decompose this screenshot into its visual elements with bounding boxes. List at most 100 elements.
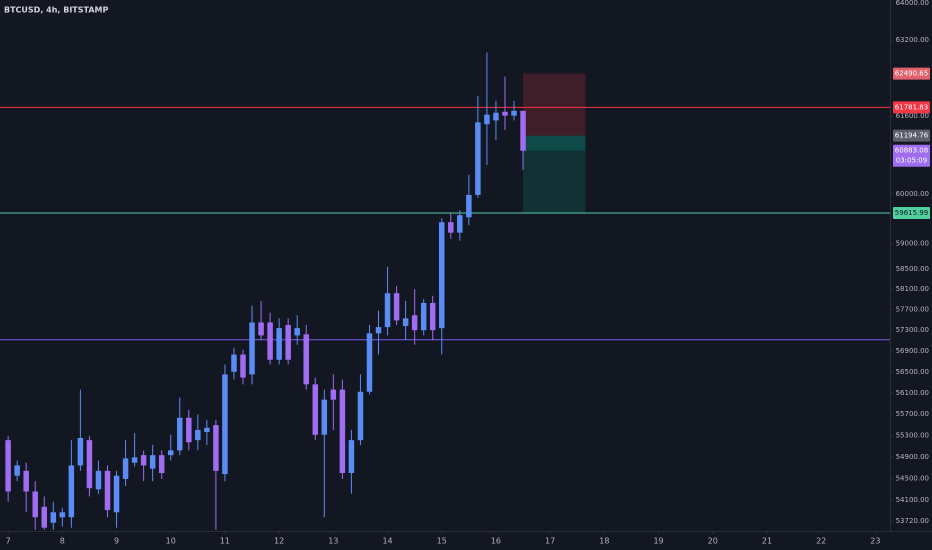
y-tick-label: 54500.00 xyxy=(896,474,929,482)
y-tick-label: 57300.00 xyxy=(896,326,929,334)
candle-body xyxy=(402,318,409,327)
candle-body xyxy=(375,327,382,334)
y-tick-label: 56900.00 xyxy=(896,347,929,355)
y-tick-label: 60000.00 xyxy=(896,190,929,198)
candle-body xyxy=(41,506,48,528)
x-tick-label: 14 xyxy=(382,537,392,546)
y-tick-label: 55300.00 xyxy=(896,431,929,439)
candle-body xyxy=(258,322,264,336)
candle-body xyxy=(285,325,291,360)
x-tick-label: 8 xyxy=(60,537,65,546)
candle-body xyxy=(23,470,29,492)
x-tick-label: 7 xyxy=(6,537,11,546)
candle-body xyxy=(113,475,120,513)
candle-body xyxy=(438,222,445,329)
x-tick-label: 13 xyxy=(328,537,338,546)
y-tick-label: 59000.00 xyxy=(896,240,929,248)
x-tick-label: 9 xyxy=(114,537,119,546)
line-badge-label: 61781.83 xyxy=(895,103,928,111)
candle-body xyxy=(339,389,346,473)
open-profit-zone xyxy=(523,135,586,151)
candle-body xyxy=(294,328,300,336)
y-tick-label: 56500.00 xyxy=(896,368,929,376)
last-price-badge-label: 60883.08 xyxy=(895,147,928,155)
y-tick-label: 54900.00 xyxy=(896,453,929,461)
candle-body xyxy=(321,399,328,435)
target-line-badge-label: 59615.99 xyxy=(895,209,928,217)
candle-body xyxy=(348,440,355,473)
x-tick-label: 12 xyxy=(274,537,284,546)
candle-body xyxy=(493,112,499,121)
y-tick-label: 57700.00 xyxy=(896,306,929,314)
x-tick-label: 15 xyxy=(437,537,447,546)
y-tick-label: 64000.00 xyxy=(896,0,929,7)
x-tick-label: 22 xyxy=(816,537,826,546)
last-price-badge-countdown: 03:05:09 xyxy=(896,157,927,165)
stop-badge-label: 62490.65 xyxy=(895,70,928,78)
line-badge xyxy=(893,101,930,114)
y-tick-label: 63200.00 xyxy=(896,36,929,44)
candle-body xyxy=(520,110,526,151)
x-tick-label: 19 xyxy=(653,537,663,546)
y-tick-label: 54100.00 xyxy=(896,496,929,504)
candle-body xyxy=(140,455,147,466)
x-tick-label: 21 xyxy=(762,537,772,546)
y-tick-label: 56100.00 xyxy=(896,389,929,397)
candle-body xyxy=(131,457,138,463)
candle-body xyxy=(303,334,309,385)
candle-body xyxy=(240,354,246,378)
candle-body xyxy=(77,437,84,466)
entry-badge xyxy=(893,129,930,142)
stop-zone xyxy=(523,73,586,136)
candle-body xyxy=(95,470,102,490)
candle-body xyxy=(167,450,174,456)
chart-title: BTCUSD, 4h, BITSTAMP xyxy=(4,6,109,15)
x-tick-label: 10 xyxy=(166,537,176,546)
x-tick-label: 11 xyxy=(220,537,230,546)
candle-body xyxy=(122,458,129,479)
candle-body xyxy=(86,440,93,489)
candle-body xyxy=(484,114,490,125)
target-line-badge xyxy=(893,206,930,219)
candle-body xyxy=(267,322,273,360)
candle-body xyxy=(177,417,183,451)
candle-body xyxy=(393,293,400,321)
target-zone xyxy=(523,135,586,213)
x-tick-label: 17 xyxy=(545,537,555,546)
candle-body xyxy=(411,315,418,331)
candle-body xyxy=(448,222,454,233)
x-tick-label: 18 xyxy=(599,537,609,546)
candle-body xyxy=(5,440,11,492)
y-tick-label: 58500.00 xyxy=(896,265,929,273)
candle-body xyxy=(222,374,228,475)
y-tick-label: 61600.00 xyxy=(896,112,929,120)
candle-body xyxy=(420,302,427,331)
candle-body xyxy=(204,427,210,433)
y-tick-label: 58100.00 xyxy=(896,285,929,293)
candle-body xyxy=(32,491,38,518)
y-tick-label: 55700.00 xyxy=(896,410,929,418)
candle-body xyxy=(384,293,391,328)
candle-body xyxy=(249,322,255,375)
candle-body xyxy=(357,391,364,441)
last-price-badge xyxy=(893,144,930,167)
candle-body xyxy=(502,111,508,116)
candle-body xyxy=(50,512,57,523)
candle-body xyxy=(312,384,319,435)
candle-body xyxy=(59,512,66,518)
x-tick-label: 16 xyxy=(491,537,501,546)
candle-body xyxy=(276,328,282,360)
candle-body xyxy=(475,122,481,195)
candle-body xyxy=(429,302,436,331)
candle-body xyxy=(149,455,156,469)
candle-body xyxy=(366,333,373,392)
candle-body xyxy=(457,215,463,233)
candle-body xyxy=(213,425,219,471)
candle-body xyxy=(231,354,237,372)
candle-body xyxy=(158,455,165,473)
candle-body xyxy=(104,470,111,511)
candle-body xyxy=(186,417,192,443)
entry-badge-label: 61194.76 xyxy=(895,132,929,140)
x-tick-label: 23 xyxy=(870,537,880,546)
